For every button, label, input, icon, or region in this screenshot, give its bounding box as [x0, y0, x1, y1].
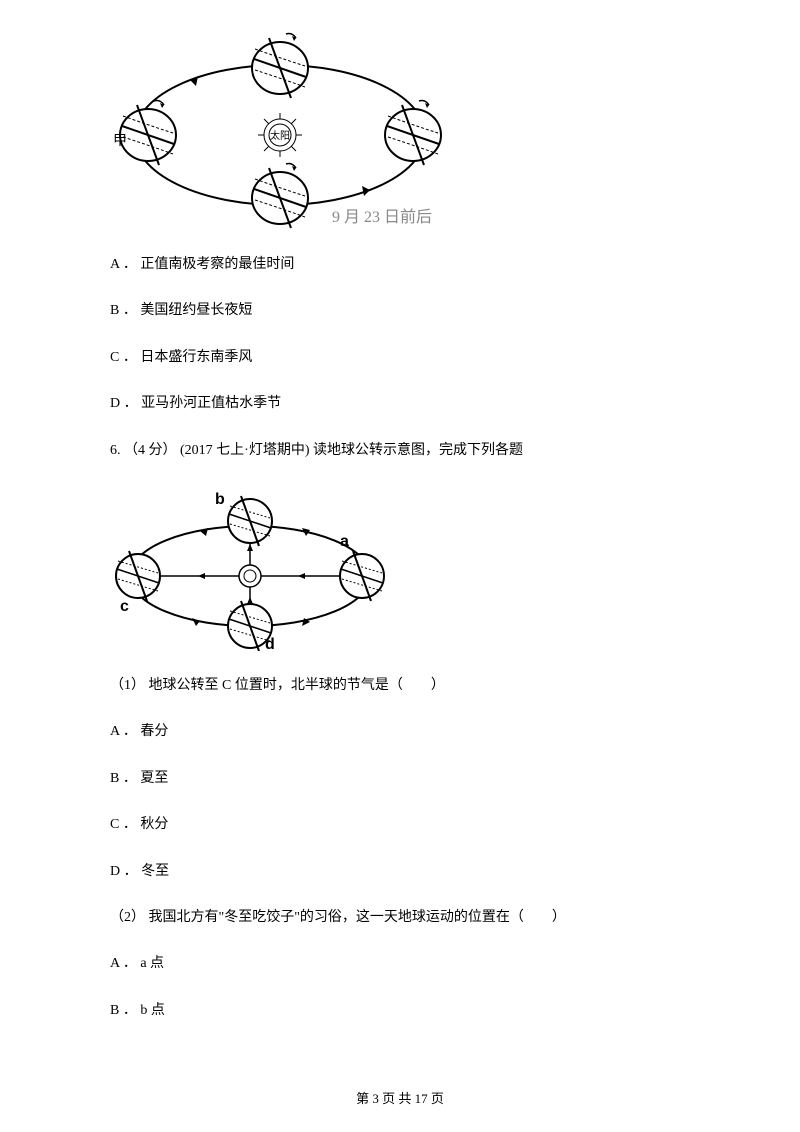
q6-sub1-d: D ． 冬至: [110, 861, 690, 883]
q5-option-d: D ． 亚马孙河正值枯水季节: [110, 393, 690, 415]
q6-sub1-a: A ． 春分: [110, 721, 690, 743]
q6-sub1-b: B ． 夏至: [110, 768, 690, 790]
q6-sub1-stem: （1） 地球公转至 C 位置时，北半球的节气是（ ）: [110, 675, 690, 697]
q6-sub2-a: A ． a 点: [110, 953, 690, 975]
q5-option-c: C ． 日本盛行东南季风: [110, 347, 690, 369]
q6-stem: 6. （4 分） (2017 七上·灯塔期中) 读地球公转示意图，完成下列各题: [110, 440, 690, 462]
page-footer: 第 3 页 共 17 页: [0, 1088, 800, 1107]
label-jia: 甲: [113, 134, 127, 149]
q6-sub1-c: C ． 秋分: [110, 814, 690, 836]
label-a: a: [340, 533, 349, 550]
figure-orbit-abcd: b a c d: [110, 486, 690, 651]
figure-orbit-jia: 太阳: [110, 30, 690, 230]
page-content: 太阳: [0, 0, 800, 1022]
q5-option-b: B ． 美国纽约昼长夜短: [110, 300, 690, 322]
date-label: 9 月 23 日前后: [332, 208, 432, 226]
label-d: d: [265, 636, 275, 651]
label-c: c: [120, 598, 129, 615]
q6-sub2-stem: （2） 我国北方有"冬至吃饺子"的习俗，这一天地球运动的位置在（ ）: [110, 907, 690, 929]
q6-sub2-b: B ． b 点: [110, 1000, 690, 1022]
sun-label: 太阳: [270, 129, 290, 142]
q5-option-a: A ． 正值南极考察的最佳时间: [110, 254, 690, 276]
label-b: b: [215, 491, 225, 508]
